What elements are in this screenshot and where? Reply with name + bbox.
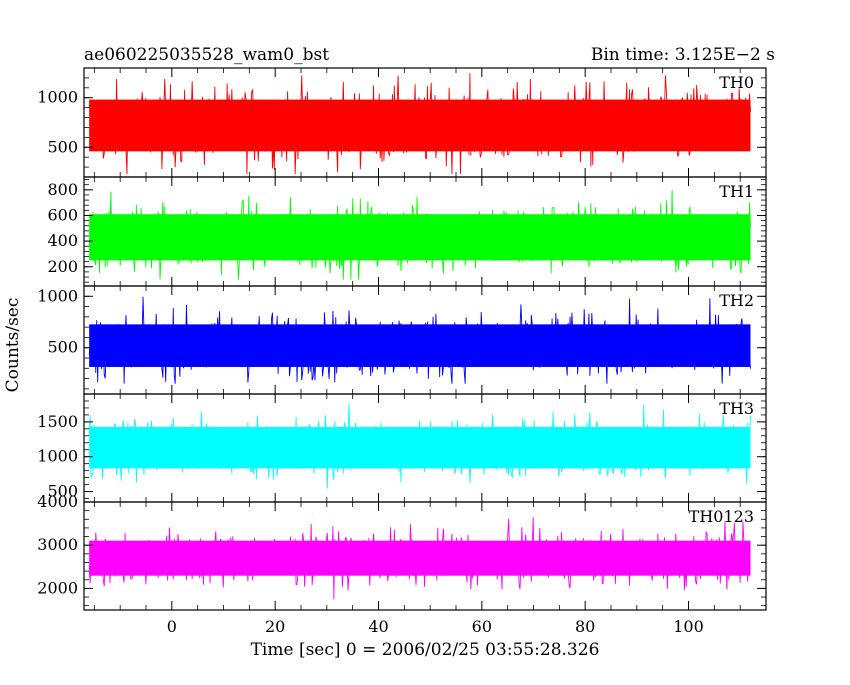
series-th0123-core [89,540,751,576]
x-tick-label: 20 [265,617,285,636]
series-th0-core [89,99,751,152]
panel-th0: 500 1000 TH0 [37,67,767,178]
panel-th0-label: TH0 [719,73,754,92]
panel-th1-ytick-label: 800 [47,180,78,199]
y-axis-label: Counts/sec [3,298,23,393]
panel-th0123-ytick-label: 3000 [37,535,78,554]
panel-th1-label: TH1 [719,182,754,201]
panel-th1: 200 400 600 800 TH1 [47,176,767,287]
x-tick-label: 100 [673,617,704,636]
panel-th2-label: TH2 [719,291,754,310]
chart-title: ae060225035528_wam0_bst [84,45,329,65]
panel-th0123-ytick-label: 2000 [37,578,78,597]
panel-th1-ytick-label: 200 [47,257,78,276]
panel-th1-ytick-label: 600 [47,205,78,224]
panel-th3: 500 1000 1500 TH3 [37,393,767,503]
panel-th3-ytick-label: 500 [47,482,78,501]
x-axis-label: Time [sec] 0 = 2006/02/25 03:55:28.326 [251,640,600,660]
panel-th0-ytick-label: 1000 [37,88,78,107]
panel-th1-ytick-label: 400 [47,231,78,250]
panel-th0123-label: TH0123 [689,507,754,526]
series-th3-core [89,426,751,469]
x-tick-label: 80 [575,617,595,636]
panel-th0123-frame [83,501,767,611]
panel-th0-ytick-label: 500 [47,137,78,156]
panel-th2: 500 1000 TH2 [37,285,767,395]
panel-th3-label: TH3 [719,399,754,418]
panel-th3-ytick-label: 1000 [37,447,78,466]
panel-th0123-ytick-label: 4000 [37,492,78,511]
panel-th0123: 2000 3000 4000 TH0123 [37,492,767,611]
x-tick-label: 60 [472,617,492,636]
series-th2-core [89,324,751,367]
panel-th3-ytick-label: 1500 [37,412,78,431]
x-tick-label: 40 [368,617,388,636]
x-tick-label: 0 [167,617,177,636]
panel-th2-ytick-label: 500 [47,338,78,357]
series-th1-core [89,214,751,261]
bin-time-label: Bin time: 3.125E−2 s [591,45,775,65]
panel-th2-ytick-label: 1000 [37,286,78,305]
